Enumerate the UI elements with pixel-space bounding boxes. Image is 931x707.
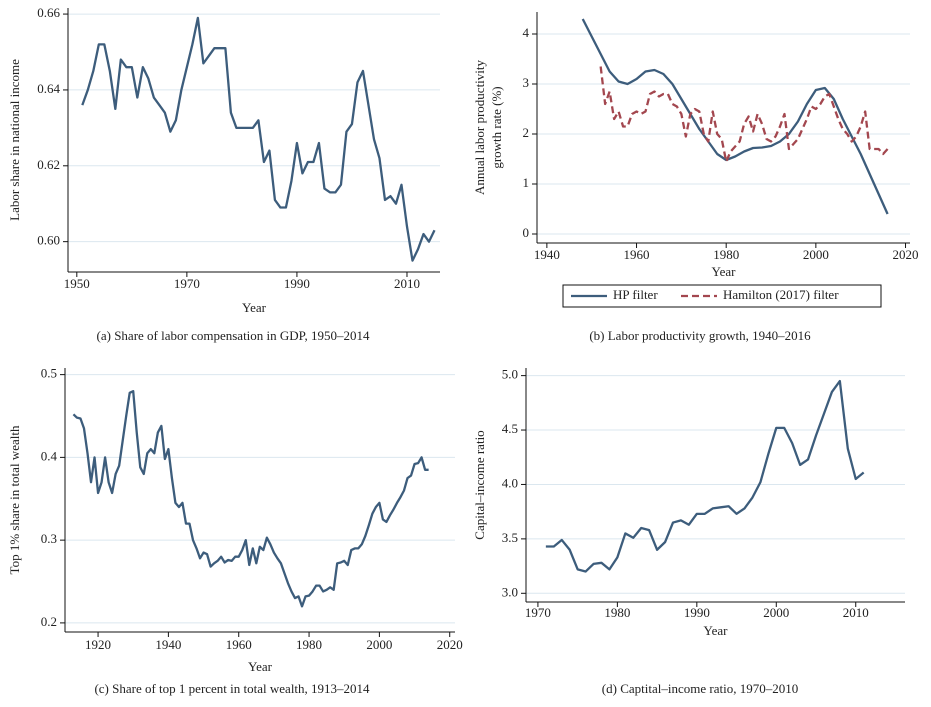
y-tick-label: 0.62 — [37, 157, 60, 172]
caption: (b) Labor productivity growth, 1940–2016 — [589, 328, 811, 343]
data-line — [72, 390, 429, 608]
y-tick-label: 3.0 — [502, 584, 518, 599]
caption: (d) Captital–income ratio, 1970–2010 — [602, 681, 798, 696]
panel: 0.2 0.3 0.4 0.5 1920 1940 1960 1980 2000 2020 Year… — [7, 366, 463, 696]
y-tick-label: 2 — [523, 125, 530, 140]
y-tick-label: 4.0 — [502, 475, 518, 490]
y-axis-label: Capital–income ratio — [472, 430, 487, 539]
y-tick-label: 0.66 — [37, 5, 60, 20]
y-tick-label: 0.2 — [41, 614, 57, 629]
x-tick-label: 1940 — [155, 637, 181, 652]
x-tick-label: 2000 — [803, 247, 829, 262]
x-axis-label: Year — [704, 623, 729, 638]
x-tick-label: 1980 — [296, 637, 322, 652]
y-tick-label: 0 — [523, 225, 530, 240]
y-tick-label: 0.64 — [37, 81, 60, 96]
x-tick-label: 2010 — [394, 276, 420, 291]
panel: 0 1 2 3 4 1940 1960 1980 2000 2020 Year Annual labo… — [472, 12, 919, 343]
legend-label: Hamilton (2017) filter — [723, 287, 839, 302]
y-axis-label: Labor share in national income — [7, 59, 22, 221]
y-tick-label: 3 — [523, 75, 530, 90]
y-axis-label: growth rate (%) — [489, 86, 504, 168]
y-axis-label: Annual labor productivity — [472, 59, 487, 195]
y-tick-label: 4.5 — [502, 421, 518, 436]
y-tick-label: 5.0 — [502, 367, 518, 382]
data-line — [581, 18, 889, 215]
x-tick-label: 1990 — [684, 605, 710, 620]
caption: (a) Share of labor compensation in GDP, … — [97, 328, 370, 343]
panel: 3.0 3.5 4.0 4.5 5.0 1970 1980 1990 2000 2010 Year C… — [472, 367, 905, 696]
x-tick-label: 2020 — [893, 247, 919, 262]
x-tick-label: 2000 — [763, 605, 789, 620]
x-tick-label: 1960 — [226, 637, 252, 652]
caption: (c) Share of top 1 percent in total weal… — [94, 681, 370, 696]
x-tick-label: 1980 — [713, 247, 739, 262]
x-tick-label: 1980 — [604, 605, 630, 620]
y-axis-label: Top 1% share in total wealth — [7, 425, 22, 574]
x-tick-label: 1960 — [624, 247, 650, 262]
x-axis-label: Year — [242, 300, 267, 315]
x-tick-label: 2020 — [437, 637, 463, 652]
data-line — [545, 379, 865, 573]
y-tick-label: 0.3 — [41, 531, 57, 546]
legend-label: HP filter — [613, 287, 658, 302]
x-tick-label: 1940 — [534, 247, 560, 262]
x-tick-label: 1970 — [174, 276, 200, 291]
x-axis-label: Year — [248, 659, 273, 674]
x-tick-label: 1990 — [284, 276, 310, 291]
y-tick-label: 4 — [523, 25, 530, 40]
panel: 0.60 0.62 0.64 0.66 1950 1970 1990 2010 Year Labo… — [7, 5, 440, 343]
y-tick-label: 0.60 — [37, 233, 60, 248]
x-tick-label: 2000 — [366, 637, 392, 652]
x-axis-label: Year — [712, 264, 737, 279]
data-line — [81, 16, 436, 262]
x-tick-label: 1950 — [64, 276, 90, 291]
y-tick-label: 0.5 — [41, 366, 57, 381]
y-tick-label: 3.5 — [502, 530, 518, 545]
y-tick-label: 0.4 — [41, 448, 58, 463]
y-tick-label: 1 — [523, 175, 530, 190]
x-tick-label: 1970 — [525, 605, 551, 620]
x-tick-label: 2010 — [843, 605, 869, 620]
x-tick-label: 1920 — [85, 637, 111, 652]
legend-box — [562, 284, 882, 308]
data-line — [599, 66, 889, 163]
